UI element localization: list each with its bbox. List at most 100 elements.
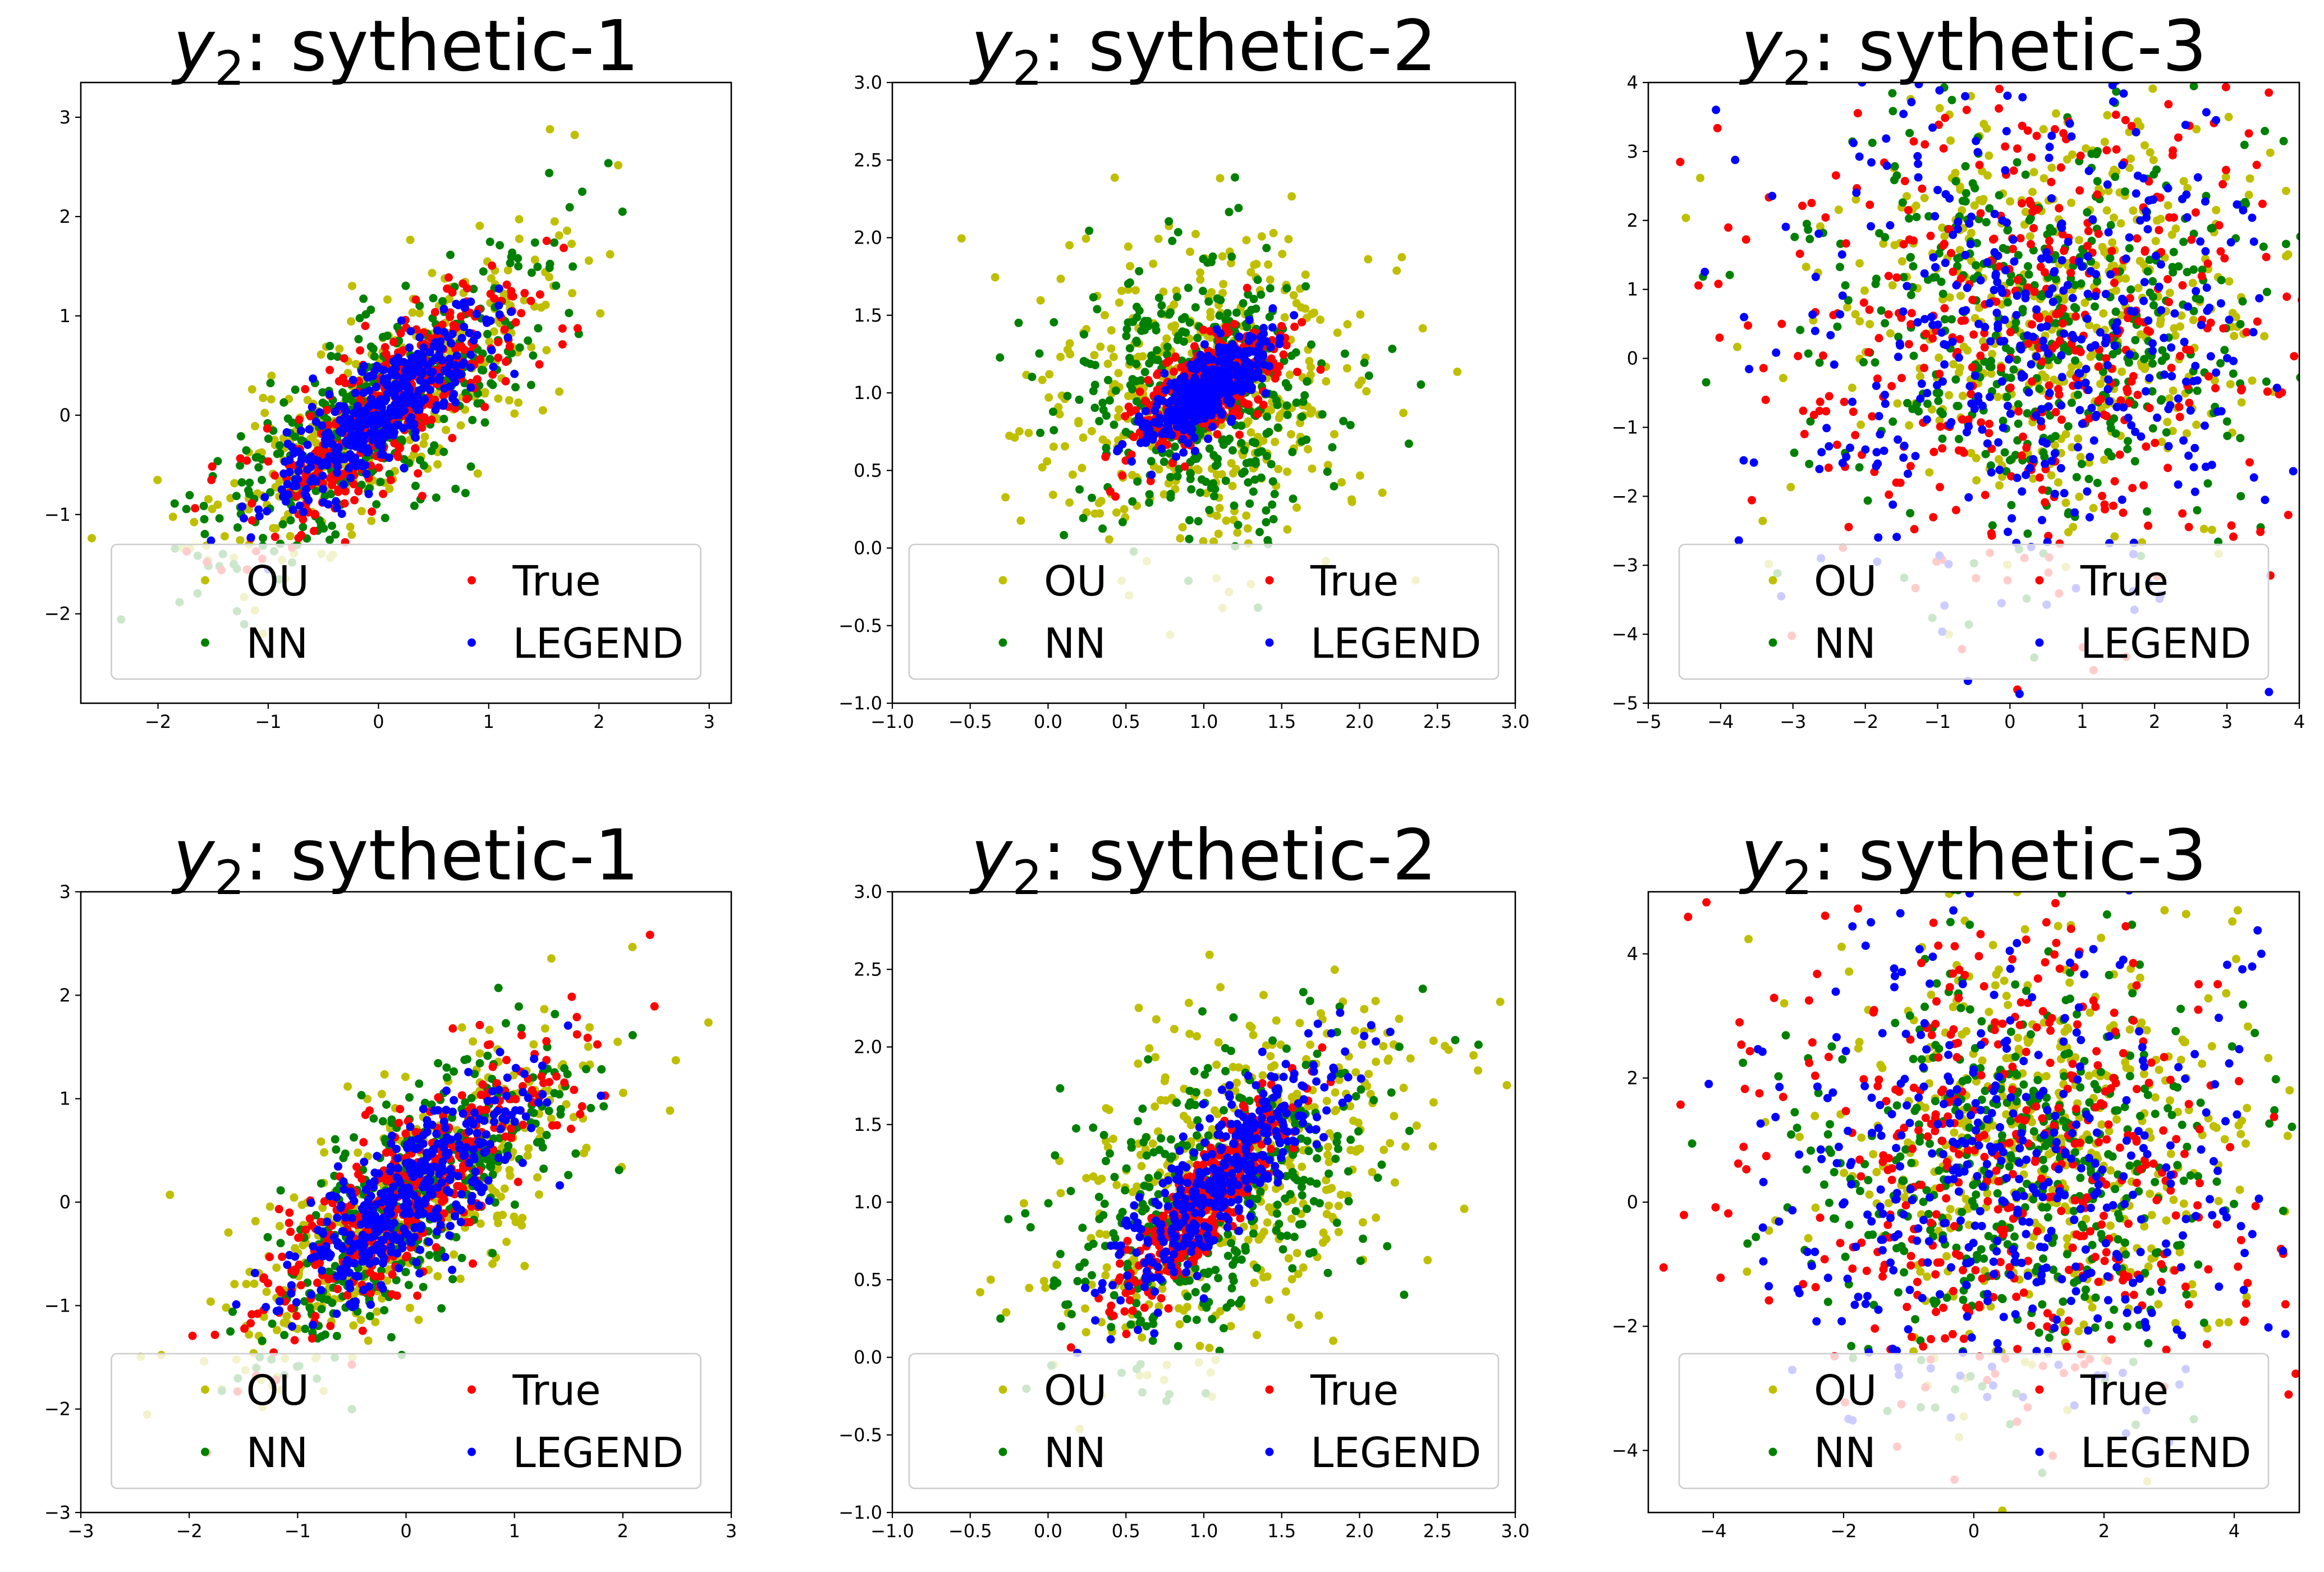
data-point: [1269, 228, 1278, 237]
data-point: [1224, 370, 1233, 379]
data-point: [535, 360, 544, 369]
data-point: [2068, 294, 2077, 303]
data-point: [1976, 276, 1985, 285]
data-point: [359, 462, 368, 471]
data-point: [1995, 455, 2003, 464]
data-point: [2160, 370, 2169, 379]
data-point: [331, 407, 340, 416]
data-point: [1926, 231, 1935, 240]
data-point: [473, 331, 482, 340]
data-point: [446, 308, 455, 317]
x-tick-label: 3.0: [1501, 711, 1530, 732]
data-point: [326, 342, 334, 350]
data-point: [2236, 320, 2245, 329]
data-point: [482, 315, 491, 324]
data-point: [1970, 201, 1979, 210]
data-point: [254, 505, 263, 514]
data-point: [2151, 438, 2160, 447]
data-point: [1282, 341, 1291, 350]
data-point: [1963, 346, 1972, 355]
data-point: [507, 291, 516, 300]
data-point: [1074, 417, 1083, 425]
data-point: [332, 503, 341, 512]
data-point: [361, 322, 370, 331]
data-point: [1933, 320, 1942, 329]
data-point: [1065, 241, 1074, 250]
data-point: [2111, 111, 2120, 119]
data-point: [1928, 123, 1937, 132]
data-point: [279, 469, 288, 478]
data-point: [2206, 352, 2215, 361]
data-point: [1894, 332, 1903, 341]
data-point: [1996, 337, 2005, 346]
y-tick-label: 3.0: [854, 72, 882, 93]
data-point: [1183, 411, 1192, 420]
data-point: [2030, 281, 2039, 290]
data-point: [1194, 517, 1203, 526]
data-point: [2107, 246, 2116, 255]
data-point: [2130, 457, 2139, 466]
data-point: [2009, 166, 2018, 175]
data-point: [991, 273, 1000, 282]
data-point: [1056, 352, 1065, 361]
data-point: [2085, 452, 2094, 461]
data-point: [2177, 311, 2186, 320]
data-point: [393, 409, 402, 418]
data-point: [2009, 235, 2018, 244]
data-point: [2221, 173, 2230, 181]
data-point: [2262, 377, 2271, 386]
data-point: [2226, 238, 2235, 247]
data-point: [1916, 372, 1924, 381]
data-point: [1198, 287, 1207, 295]
data-point: [1963, 283, 1972, 292]
data-point: [1103, 359, 1112, 368]
data-point: [1977, 418, 1986, 427]
data-point: [1247, 305, 1256, 314]
legend-label-nn: NN: [246, 620, 309, 668]
data-point: [485, 337, 494, 346]
data-point: [1212, 470, 1221, 479]
data-point: [1355, 471, 1364, 480]
data-point: [384, 453, 393, 462]
subplot-title: y2: sythetic-1: [171, 6, 639, 96]
data-point: [322, 406, 331, 415]
data-point: [439, 415, 448, 423]
x-tick-label: 0: [373, 711, 384, 732]
data-point: [1981, 491, 1990, 499]
data-point: [2028, 320, 2037, 329]
data-point: [1906, 320, 1915, 329]
data-point: [487, 379, 496, 388]
data-point: [1131, 286, 1140, 295]
data-point: [1145, 359, 1154, 368]
data-point: [1222, 516, 1231, 525]
data-point: [2168, 151, 2177, 160]
data-point: [2102, 333, 2111, 342]
data-point: [2227, 521, 2236, 530]
data-point: [1951, 506, 1960, 515]
data-point: [1038, 375, 1047, 384]
data-point: [2262, 253, 2271, 262]
data-point: [511, 383, 520, 392]
data-point: [520, 288, 529, 297]
data-point: [1172, 286, 1181, 295]
data-point: [1927, 313, 1936, 322]
data-point: [2189, 306, 2198, 315]
data-point: [299, 507, 308, 516]
data-point: [2110, 477, 2119, 485]
data-point: [2165, 297, 2174, 306]
data-point: [1998, 423, 2007, 432]
data-point: [1269, 515, 1278, 524]
data-point: [2042, 248, 2051, 256]
data-point: [1174, 332, 1183, 340]
data-point: [2067, 198, 2076, 207]
data-point: [1221, 476, 1230, 485]
data-point: [1219, 279, 1228, 288]
data-point: [1328, 443, 1337, 452]
data-point: [1923, 399, 1932, 408]
data-point: [2054, 478, 2062, 487]
data-point: [2109, 97, 2117, 106]
data-point: [308, 402, 317, 411]
data-point: [2212, 368, 2221, 377]
data-point: [393, 353, 402, 362]
data-point: [1343, 320, 1352, 329]
